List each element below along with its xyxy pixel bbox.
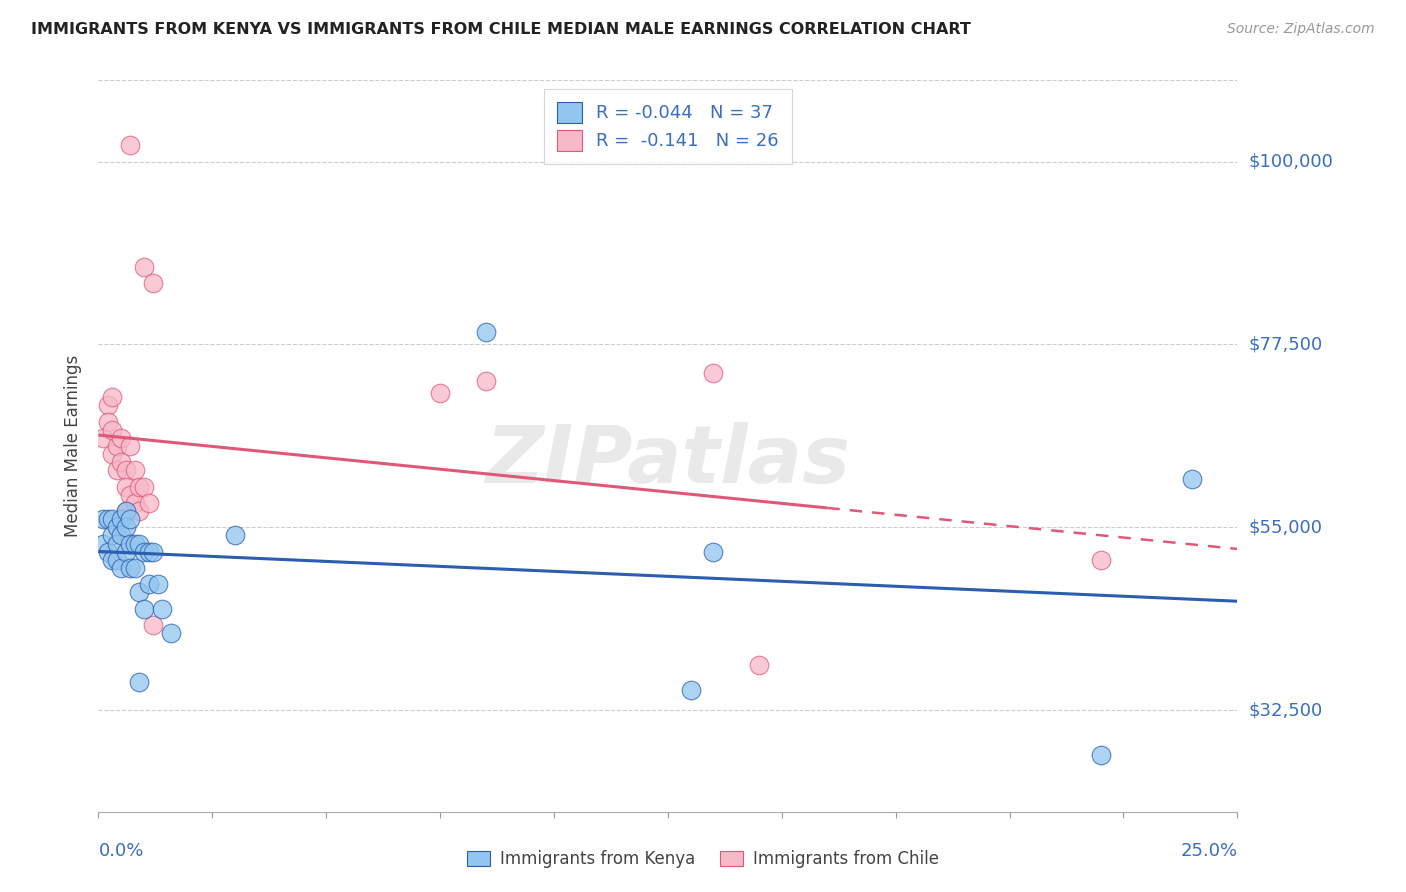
Point	[105, 553, 128, 567]
Point	[114, 544, 136, 558]
Legend: Immigrants from Kenya, Immigrants from Chile: Immigrants from Kenya, Immigrants from C…	[460, 844, 946, 875]
Point	[429, 386, 451, 401]
Point	[160, 626, 183, 640]
Point	[101, 423, 124, 437]
Legend: R = -0.044   N = 37, R =  -0.141   N = 26: R = -0.044 N = 37, R = -0.141 N = 26	[544, 89, 792, 163]
Point	[91, 536, 114, 550]
Point	[138, 577, 160, 591]
Text: $32,500: $32,500	[1249, 701, 1323, 719]
Point	[132, 601, 155, 615]
Text: 0.0%: 0.0%	[98, 842, 143, 860]
Point	[1181, 471, 1204, 485]
Point	[105, 520, 128, 534]
Text: $55,000: $55,000	[1249, 518, 1323, 536]
Point	[120, 561, 142, 575]
Point	[124, 496, 146, 510]
Point	[132, 544, 155, 558]
Point	[474, 374, 496, 388]
Point	[142, 544, 165, 558]
Point	[101, 553, 124, 567]
Point	[224, 528, 246, 542]
Point	[138, 544, 160, 558]
Point	[96, 512, 118, 526]
Text: $77,500: $77,500	[1249, 335, 1323, 353]
Point	[1090, 747, 1112, 762]
Point	[120, 536, 142, 550]
Text: 25.0%: 25.0%	[1180, 842, 1237, 860]
Point	[146, 577, 169, 591]
Point	[142, 277, 165, 291]
Point	[114, 504, 136, 518]
Point	[124, 536, 146, 550]
Point	[105, 439, 128, 453]
Point	[474, 325, 496, 339]
Point	[114, 504, 136, 518]
Point	[132, 480, 155, 494]
Text: $100,000: $100,000	[1249, 153, 1333, 170]
Point	[101, 447, 124, 461]
Point	[120, 138, 142, 153]
Point	[96, 415, 118, 429]
Point	[132, 260, 155, 275]
Point	[702, 544, 724, 558]
Point	[128, 585, 150, 599]
Point	[124, 561, 146, 575]
Point	[120, 439, 142, 453]
Point	[120, 488, 142, 502]
Point	[679, 682, 702, 697]
Point	[748, 658, 770, 673]
Point	[702, 366, 724, 380]
Point	[128, 480, 150, 494]
Point	[110, 561, 132, 575]
Point	[124, 463, 146, 477]
Y-axis label: Median Male Earnings: Median Male Earnings	[65, 355, 83, 537]
Point	[110, 528, 132, 542]
Point	[128, 536, 150, 550]
Point	[114, 520, 136, 534]
Point	[91, 431, 114, 445]
Point	[138, 496, 160, 510]
Point	[128, 504, 150, 518]
Point	[91, 512, 114, 526]
Text: ZIPatlas: ZIPatlas	[485, 422, 851, 500]
Point	[105, 463, 128, 477]
Point	[105, 536, 128, 550]
Text: Source: ZipAtlas.com: Source: ZipAtlas.com	[1227, 22, 1375, 37]
Point	[120, 512, 142, 526]
Point	[110, 431, 132, 445]
Point	[1090, 553, 1112, 567]
Point	[142, 617, 165, 632]
Point	[101, 528, 124, 542]
Point	[114, 480, 136, 494]
Point	[150, 601, 173, 615]
Point	[96, 544, 118, 558]
Point	[101, 512, 124, 526]
Point	[110, 512, 132, 526]
Point	[101, 390, 124, 404]
Text: IMMIGRANTS FROM KENYA VS IMMIGRANTS FROM CHILE MEDIAN MALE EARNINGS CORRELATION : IMMIGRANTS FROM KENYA VS IMMIGRANTS FROM…	[31, 22, 970, 37]
Point	[114, 463, 136, 477]
Point	[110, 455, 132, 469]
Point	[96, 398, 118, 412]
Point	[128, 674, 150, 689]
